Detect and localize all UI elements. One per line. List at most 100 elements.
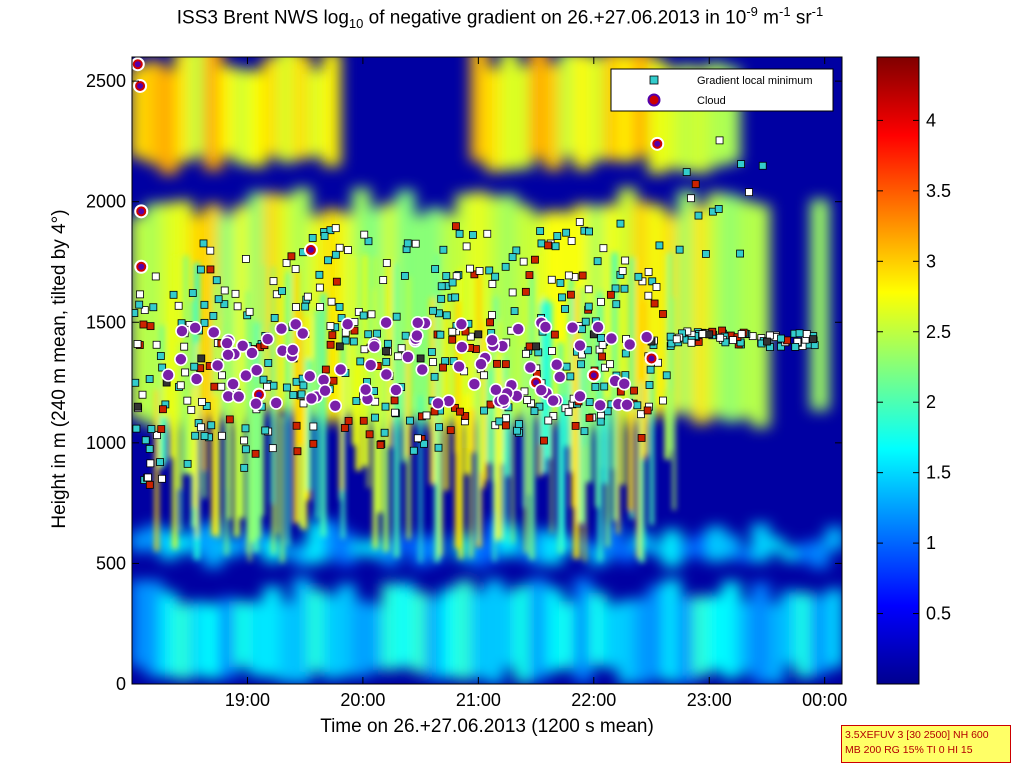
y-tick-label: 2000 [86, 192, 126, 212]
heat-cell [810, 596, 830, 675]
gradient-minimum-marker [390, 396, 399, 405]
gradient-minimum-marker [344, 246, 352, 254]
heat-cell [455, 580, 475, 680]
gradient-minimum-marker [269, 277, 278, 286]
heat-cell [692, 206, 711, 424]
heat-cell [780, 547, 800, 561]
heat-cell [677, 596, 697, 684]
heat-cell [662, 529, 682, 567]
gradient-minimum-marker [452, 272, 461, 281]
heat-streak [504, 408, 510, 477]
gradient-minimum-marker [691, 180, 700, 189]
heat-cell [203, 603, 223, 679]
gradient-minimum-marker [315, 270, 324, 279]
gradient-minimum-marker [577, 360, 585, 369]
cloud-marker [410, 315, 425, 330]
gradient-minimum-marker [251, 449, 260, 458]
cloud-marker [188, 321, 202, 335]
gradient-minimum-marker [268, 444, 277, 453]
heat-streak [550, 408, 553, 534]
gradient-minimum-marker [293, 447, 302, 456]
heat-cell [588, 546, 608, 566]
info-line-1: 3.5XEFUV 3 [30 2500] NH 600 [845, 729, 989, 741]
gradient-minimum-marker [364, 237, 373, 246]
gradient-minimum-marker [650, 299, 659, 308]
gradient-minimum-marker [606, 360, 614, 369]
gradient-minimum-marker [553, 232, 562, 240]
gradient-minimum-marker [466, 264, 474, 273]
gradient-minimum-marker [621, 256, 630, 265]
gradient-minimum-marker [373, 329, 381, 338]
gradient-minimum-marker [603, 407, 612, 416]
colorbar-ticks: 0.5 1 1.5 2 2.5 3 3.5 4 [877, 110, 951, 624]
cloud-marker-core [648, 355, 655, 362]
gradient-minimum-marker [301, 302, 310, 311]
gradient-minimum-marker [217, 382, 226, 391]
cloud-marker [235, 338, 250, 353]
gradient-minimum-marker [146, 459, 155, 468]
heat-cell [751, 523, 771, 562]
gradient-minimum-marker [240, 463, 249, 472]
gradient-minimum-marker [401, 331, 410, 340]
heat-cell [647, 585, 667, 680]
colorbar-tick-label: 3.5 [926, 181, 951, 201]
gradient-minimum-marker [331, 224, 340, 233]
gradient-minimum-marker [145, 375, 154, 383]
gradient-minimum-marker [138, 390, 147, 399]
gradient-minimum-marker [480, 406, 488, 415]
gradient-minimum-marker [562, 228, 571, 237]
legend-square-marker-icon [649, 75, 659, 85]
gradient-minimum-marker [359, 416, 368, 425]
heat-cell [692, 596, 711, 676]
gradient-minimum-marker [380, 428, 389, 437]
y-axis-label: Height in m (240 m mean, tilted by 4°) [49, 209, 70, 529]
legend-box [610, 68, 834, 112]
gradient-minimum-marker [593, 257, 602, 266]
gradient-minimum-marker [382, 347, 390, 356]
gradient-minimum-marker [535, 402, 544, 411]
gradient-minimum-marker [359, 311, 368, 320]
gradient-minimum-marker [448, 278, 457, 287]
gradient-minimum-marker [585, 227, 593, 236]
heat-cell [706, 526, 726, 562]
cloud-marker [379, 315, 393, 330]
gradient-minimum-marker [169, 290, 178, 299]
cloud-marker [617, 377, 632, 391]
gradient-minimum-marker [157, 425, 166, 433]
y-tick-label: 500 [96, 553, 126, 573]
heat-streak [668, 252, 672, 452]
cloud-marker-core [138, 208, 145, 215]
gradient-minimum-marker [360, 345, 369, 354]
gradient-minimum-marker [521, 287, 530, 296]
heat-cell [307, 69, 327, 157]
heat-cell [544, 63, 563, 171]
gradient-minimum-marker [455, 229, 464, 238]
heat-cell [825, 526, 842, 551]
heat-streak [672, 297, 676, 510]
heat-streak [161, 417, 167, 464]
heat-streak [217, 317, 220, 539]
gradient-minimum-marker [159, 405, 167, 414]
heat-cell [144, 580, 164, 677]
gradient-minimum-marker [510, 307, 519, 316]
heat-streak [469, 408, 476, 453]
gradient-minimum-marker [241, 445, 250, 454]
gradient-minimum-marker [384, 339, 392, 348]
gradient-minimum-marker [287, 252, 296, 261]
heat-cell [425, 597, 445, 679]
gradient-minimum-marker [544, 241, 553, 250]
gradient-minimum-marker [149, 303, 158, 312]
gradient-minimum-marker [637, 434, 646, 442]
heat-cell [558, 57, 578, 158]
gradient-minimum-marker [519, 257, 528, 266]
gradient-minimum-marker [544, 416, 553, 425]
gradient-minimum-marker [332, 277, 341, 286]
gradient-minimum-marker [659, 396, 667, 405]
gradient-minimum-marker [549, 412, 558, 420]
gradient-minimum-marker [382, 357, 391, 366]
gradient-minimum-marker [564, 407, 573, 416]
gradient-minimum-marker [745, 188, 753, 197]
gradient-minimum-marker [197, 423, 205, 432]
heat-streak [195, 343, 199, 537]
heat-cell [470, 538, 489, 568]
